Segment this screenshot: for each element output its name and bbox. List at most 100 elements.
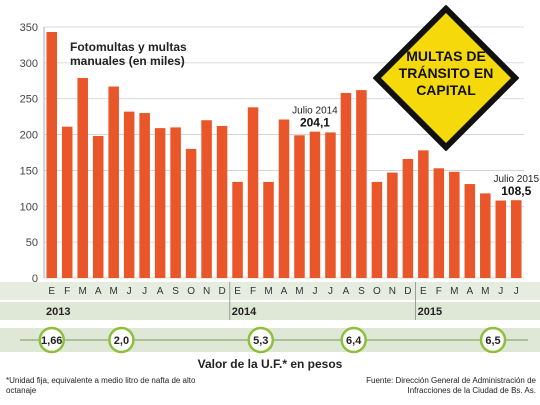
x-tick-label: A [157, 286, 164, 297]
y-tick-label: 0 [32, 273, 38, 285]
bar [325, 132, 336, 278]
bar [139, 113, 150, 278]
x-tick-label: J [328, 286, 333, 297]
x-tick-label: A [343, 286, 350, 297]
x-tick-label: E [420, 286, 427, 297]
bar [247, 107, 259, 278]
uf-value: 6,4 [346, 335, 362, 347]
uf-row: 1,66 2,0 5,3 6,4 6,5 [0, 326, 540, 354]
source-note: Fuente: Dirección General de Administrac… [366, 376, 536, 395]
bar [371, 181, 383, 278]
year-label: 2014 [232, 306, 257, 318]
x-tick-label: F [64, 286, 70, 297]
bar [77, 77, 88, 278]
uf-value: 2,0 [114, 335, 129, 347]
x-tick-label: S [172, 286, 179, 297]
x-tick-label: O [187, 286, 195, 297]
annotation-label: Julio 2015 [493, 174, 539, 185]
uf-title: Valor de la U.F.* en pesos [197, 357, 343, 371]
year-label: 2013 [46, 306, 70, 318]
bar [201, 120, 212, 278]
y-tick-label: 350 [20, 22, 38, 34]
x-tick-label: E [48, 286, 55, 297]
y-tick-label: 50 [26, 237, 38, 249]
bar [108, 86, 119, 278]
x-tick-label: F [250, 286, 256, 297]
x-tick-label: J [142, 286, 147, 297]
x-tick-label: M [450, 286, 458, 297]
uf-circle [479, 326, 507, 354]
annotation-value: 108,5 [501, 184, 531, 198]
bar [154, 128, 166, 278]
bar [433, 168, 445, 278]
uf-value: 6,5 [485, 335, 500, 347]
bar [232, 181, 243, 278]
x-tick-label: M [79, 286, 87, 297]
x-tick-label: D [404, 286, 411, 297]
bar [185, 148, 197, 278]
footnote: *Unidad fija, equivalente a medio litro … [6, 376, 196, 395]
y-tick-label: 100 [20, 201, 38, 213]
bar [356, 90, 367, 278]
x-tick-label: J [514, 286, 519, 297]
uf-value: 1,66 [41, 335, 62, 347]
x-tick-label: M [295, 286, 303, 297]
bar [216, 125, 228, 278]
annotation-value: 204,1 [300, 116, 330, 130]
x-tick-label: O [373, 286, 381, 297]
uf-value: 5,3 [253, 335, 268, 347]
x-tick-label: A [281, 286, 288, 297]
chart-title: Fotomultas y multas manuales (en miles) [70, 40, 187, 68]
x-tick-label: E [234, 286, 241, 297]
bar [123, 111, 135, 278]
bar [464, 184, 476, 278]
uf-circle [247, 326, 275, 354]
x-tick-label: N [389, 286, 396, 297]
month-band [0, 282, 540, 300]
bar [480, 193, 491, 278]
sign-line-2: TRÁNSITO EN [398, 65, 494, 81]
x-tick-label: A [95, 286, 102, 297]
bar [340, 92, 352, 278]
annotation-label: Julio 2014 [292, 106, 338, 117]
bar [294, 135, 305, 278]
x-tick-label: S [358, 286, 365, 297]
bar [449, 171, 460, 278]
year-band [0, 302, 540, 320]
warning-sign [373, 5, 519, 151]
y-tick-label: 300 [20, 58, 38, 70]
bar [92, 136, 104, 278]
x-tick-label: M [264, 286, 272, 297]
bar [170, 127, 181, 279]
x-tick-label: J [312, 286, 317, 297]
bar [278, 119, 290, 278]
x-tick-label: N [203, 286, 210, 297]
y-tick-label: 150 [20, 165, 38, 177]
bar [495, 200, 507, 278]
bar [263, 181, 274, 278]
bar [418, 150, 429, 278]
bar [510, 200, 522, 278]
bar [402, 158, 414, 278]
sign-line-1: MULTAS DE [406, 48, 486, 64]
uf-circle [38, 326, 65, 354]
sign-text: MULTAS DE TRÁNSITO EN CAPITAL [376, 48, 516, 99]
x-tick-label: F [436, 286, 442, 297]
uf-circle [108, 326, 135, 354]
x-tick-label: J [498, 286, 503, 297]
x-tick-label: J [127, 286, 132, 297]
chart-bars [46, 32, 522, 279]
sign-face [381, 13, 511, 143]
year-label: 2015 [418, 306, 442, 318]
sign-line-3: CAPITAL [416, 82, 476, 98]
y-tick-label: 200 [20, 130, 38, 142]
bar [387, 172, 398, 278]
bar [46, 32, 58, 278]
x-tick-label: M [110, 286, 118, 297]
uf-circle [340, 326, 367, 354]
x-tick-label: A [466, 286, 473, 297]
x-tick-label: M [481, 286, 489, 297]
